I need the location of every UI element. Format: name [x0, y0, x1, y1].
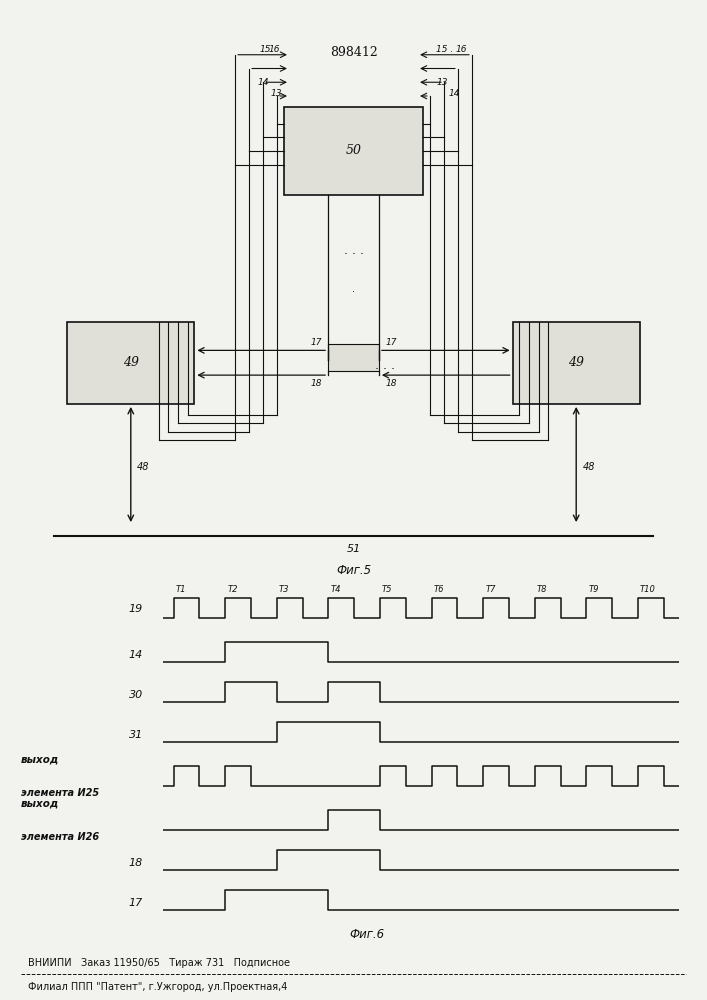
- Text: 14: 14: [258, 78, 269, 87]
- Text: 18: 18: [310, 379, 322, 388]
- Text: 14: 14: [129, 650, 143, 660]
- Text: 48: 48: [583, 462, 595, 472]
- Text: 15 .: 15 .: [436, 45, 453, 54]
- Text: T9: T9: [588, 585, 599, 594]
- Text: элемента И25: элемента И25: [21, 788, 99, 798]
- Text: 15: 15: [259, 45, 271, 54]
- Text: T4: T4: [330, 585, 341, 594]
- Text: Филиал ППП "Патент", г.Ужгород, ул.Проектная,4: Филиал ППП "Патент", г.Ужгород, ул.Проек…: [28, 982, 287, 992]
- Text: 51: 51: [346, 544, 361, 554]
- Text: 16: 16: [269, 45, 281, 54]
- Text: 13: 13: [436, 78, 448, 87]
- Text: 49: 49: [568, 356, 584, 369]
- Text: T6: T6: [433, 585, 444, 594]
- Text: Фиг.6: Фиг.6: [349, 928, 385, 941]
- Text: элемента И26: элемента И26: [21, 832, 99, 842]
- Text: ВНИИПИ   Заказ 11950/65   Тираж 731   Подписное: ВНИИПИ Заказ 11950/65 Тираж 731 Подписно…: [28, 958, 290, 968]
- Text: 13: 13: [271, 89, 282, 98]
- Text: 49: 49: [123, 356, 139, 369]
- Text: 14: 14: [449, 89, 460, 98]
- Text: T7: T7: [485, 585, 496, 594]
- Text: T1: T1: [175, 585, 186, 594]
- Text: 19: 19: [129, 604, 143, 614]
- Text: . . .: . . .: [344, 243, 363, 256]
- Text: 16: 16: [455, 45, 467, 54]
- Text: 18: 18: [385, 379, 397, 388]
- Text: T2: T2: [227, 585, 238, 594]
- Text: 50: 50: [346, 144, 361, 157]
- Bar: [513, 322, 640, 404]
- Text: 31: 31: [129, 730, 143, 740]
- Text: 17: 17: [385, 338, 397, 347]
- Text: T5: T5: [382, 585, 392, 594]
- Text: T3: T3: [279, 585, 289, 594]
- Text: T8: T8: [537, 585, 547, 594]
- Text: 17: 17: [310, 338, 322, 347]
- Bar: [328, 344, 379, 371]
- Text: .: .: [352, 284, 355, 294]
- Text: 898412: 898412: [329, 46, 378, 60]
- Text: Фиг.5: Фиг.5: [336, 564, 371, 578]
- Bar: [67, 322, 194, 404]
- Text: выход: выход: [21, 754, 59, 764]
- Text: 18: 18: [129, 858, 143, 868]
- Text: 30: 30: [129, 690, 143, 700]
- Text: T10: T10: [640, 585, 656, 594]
- Bar: [284, 107, 423, 195]
- Text: . . .: . . .: [375, 359, 395, 372]
- Text: 48: 48: [137, 462, 150, 472]
- Text: 17: 17: [129, 898, 143, 908]
- Text: выход: выход: [21, 798, 59, 808]
